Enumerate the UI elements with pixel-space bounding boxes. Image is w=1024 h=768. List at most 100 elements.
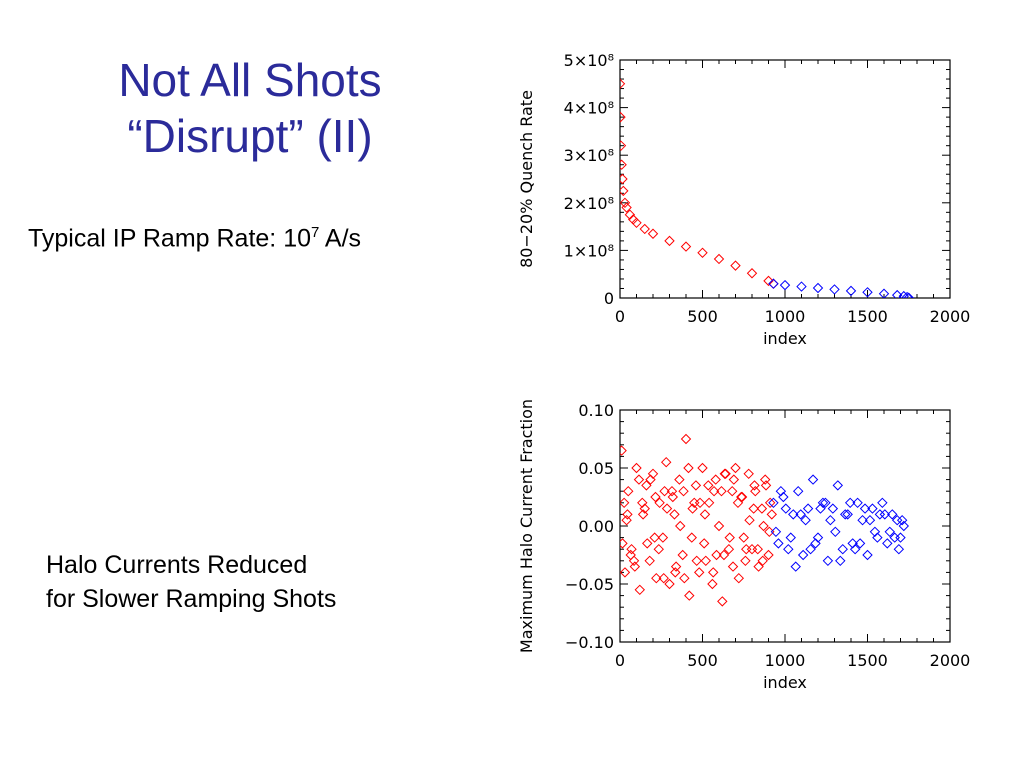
halo-current-series-0-point	[763, 549, 774, 561]
halo-current-series-0-point	[718, 549, 730, 561]
halo-current-series-1-point	[844, 497, 856, 509]
halo-current-series-0-point	[634, 584, 646, 596]
quench-rate-series-1-point	[901, 291, 913, 298]
halo-current-series-1-point	[802, 503, 814, 514]
halo-current-series-0-point	[728, 474, 740, 485]
halo-current-series-0-point	[707, 578, 718, 590]
halo-current-series-1-point	[815, 503, 826, 514]
halo-current-y-tick-label: 0.05	[578, 459, 614, 478]
halo-current-series-0-point	[713, 520, 725, 532]
halo-current-series-1-point	[805, 543, 816, 555]
halo-current-series-0-point	[626, 543, 637, 555]
halo-current-series-0-point	[683, 462, 694, 474]
halo-current-series-0-point	[631, 462, 642, 474]
halo-current-series-0-point	[639, 503, 650, 514]
halo-current-series-0-point	[661, 503, 673, 514]
halo-current-points	[620, 433, 910, 607]
quench-rate-series-0-point	[639, 223, 650, 235]
halo-current-series-1-point	[827, 503, 839, 514]
quench-rate-series-0-point	[620, 78, 626, 90]
quench-rate-series-0-point	[621, 202, 632, 213]
quench-rate-series-1-point	[903, 292, 914, 298]
ramp-rate-prefix: Typical IP Ramp Rate: 10	[28, 224, 312, 253]
halo-current-chart: 0 500 1000 1500 2000 −0.10 −0.05 0.00 0.05 0.10 in…	[517, 399, 971, 692]
halo-current-series-1-point	[837, 543, 848, 555]
quench-rate-series-0-point	[697, 247, 708, 258]
halo-current-series-1-point	[857, 514, 868, 526]
halo-current-x-tick-label: 2000	[930, 651, 971, 670]
halo-current-series-1-point	[817, 497, 829, 509]
halo-current-series-0-point	[686, 532, 697, 543]
ramp-rate-note: Typical IP Ramp Rate: 107 A/s	[28, 216, 361, 255]
halo-current-series-1-point	[869, 526, 881, 538]
quench-rate-x-axis-label: index	[763, 329, 807, 348]
halo-current-series-0-point	[641, 480, 652, 491]
halo-current-series-0-point	[744, 514, 755, 526]
halo-current-series-0-point	[748, 503, 759, 514]
halo-current-series-1-point	[840, 509, 851, 520]
halo-current-series-0-point	[689, 497, 700, 509]
halo-current-series-1-point	[884, 526, 895, 538]
halo-current-x-tick-label: 500	[687, 651, 718, 670]
halo-note-line-2: for Slower Ramping Shots	[46, 585, 337, 613]
halo-current-series-0-point	[675, 520, 686, 532]
halo-current-series-0-point	[644, 555, 655, 567]
halo-current-series-0-point	[691, 555, 702, 567]
halo-current-y-tick-label: 0.00	[578, 517, 614, 536]
title-line-2: “Disrupt” (II)	[127, 110, 373, 162]
halo-current-series-0-point	[645, 474, 656, 485]
halo-current-series-1-point	[874, 509, 886, 520]
quench-rate-x-tick-label: 0	[615, 307, 625, 326]
halo-current-series-1-point	[795, 509, 806, 520]
halo-current-series-1-point	[790, 561, 801, 572]
halo-current-series-0-point	[621, 514, 632, 526]
halo-current-series-0-point	[699, 509, 711, 520]
quench-rate-x-tick-label: 2000	[930, 307, 971, 326]
halo-current-series-0-point	[708, 567, 719, 578]
halo-current-series-0-point	[700, 555, 712, 567]
halo-current-series-1-point	[862, 549, 873, 561]
quench-rate-series-0-point	[680, 241, 692, 252]
halo-current-series-1-point	[832, 480, 844, 491]
halo-current-series-1-point	[810, 538, 821, 549]
halo-current-series-0-point	[647, 468, 659, 480]
halo-current-series-0-point	[670, 567, 681, 578]
halo-current-series-0-point	[730, 462, 741, 474]
halo-current-series-0-point	[732, 497, 744, 509]
halo-current-series-1-point	[847, 538, 858, 549]
halo-current-series-0-point	[756, 503, 768, 514]
halo-current-series-0-point	[764, 497, 776, 509]
halo-current-series-0-point	[658, 572, 669, 584]
halo-current-series-0-point	[726, 485, 738, 497]
quench-rate-series-0-point	[730, 260, 741, 271]
halo-current-series-0-point	[664, 578, 675, 590]
halo-current-series-1-point	[820, 497, 831, 509]
halo-current-series-0-point	[719, 468, 730, 480]
halo-current-series-0-point	[674, 474, 685, 485]
halo-current-series-1-point	[783, 543, 794, 555]
quench-rate-y-tick-label: 5×10⁸	[564, 51, 614, 70]
halo-current-series-0-point	[680, 433, 692, 445]
halo-current-series-1-point	[807, 474, 819, 485]
halo-current-series-0-point	[710, 474, 721, 485]
halo-current-series-1-point	[893, 543, 905, 555]
quench-rate-series-1-point	[829, 284, 840, 295]
halo-current-series-0-point	[749, 480, 760, 491]
halo-current-series-0-point	[659, 485, 670, 497]
quench-rate-series-1-point	[845, 285, 857, 297]
halo-current-x-tick-label: 1500	[847, 651, 888, 670]
halo-current-series-0-point	[724, 532, 735, 543]
halo-current-series-0-point	[693, 567, 705, 578]
halo-current-series-0-point	[736, 491, 748, 503]
halo-current-y-tick-label: 0.10	[578, 401, 614, 420]
halo-current-series-0-point	[694, 497, 706, 509]
halo-current-series-0-point	[660, 456, 672, 468]
halo-current-series-1-point	[898, 520, 910, 532]
halo-current-series-0-point	[687, 503, 698, 514]
quench-rate-series-0-point	[647, 228, 659, 239]
halo-current-series-0-point	[716, 485, 727, 497]
halo-current-plot-frame	[619, 409, 951, 643]
halo-current-y-tick-label: −0.05	[565, 575, 614, 594]
quench-rate-x-tick-label: 1500	[847, 307, 888, 326]
ramp-rate-exponent: 7	[311, 224, 320, 241]
